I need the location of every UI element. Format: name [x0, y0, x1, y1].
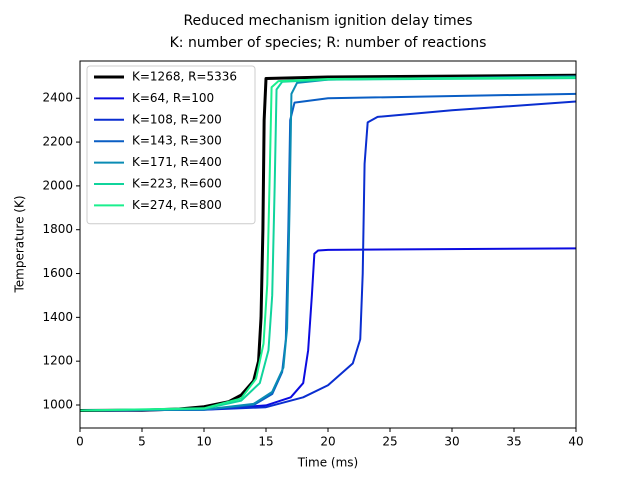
y-tick-label: 2400 — [42, 91, 73, 105]
plot-lines — [80, 73, 576, 412]
y-tick-label: 1400 — [42, 310, 73, 324]
x-tick-label: 25 — [382, 435, 397, 449]
legend-label: K=1268, R=5336 — [132, 70, 237, 84]
y-axis-label: Temperature (K) — [13, 195, 27, 293]
y-tick-label: 1800 — [42, 222, 73, 236]
series-line — [80, 100, 576, 412]
y-tick-label: 1000 — [42, 397, 73, 411]
legend-label: K=64, R=100 — [132, 91, 214, 105]
x-tick-label: 40 — [568, 435, 583, 449]
x-tick-label: 10 — [196, 435, 211, 449]
x-tick-label: 30 — [444, 435, 459, 449]
chart-title: Reduced mechanism ignition delay times — [183, 13, 472, 29]
legend-label: K=171, R=400 — [132, 155, 222, 169]
x-tick-label: 20 — [320, 435, 335, 449]
chart-subtitle: K: number of species; R: number of react… — [170, 35, 487, 51]
legend-label: K=108, R=200 — [132, 112, 222, 126]
legend-label: K=274, R=800 — [132, 198, 222, 212]
y-tick-label: 1200 — [42, 354, 73, 368]
legend-label: K=143, R=300 — [132, 134, 222, 148]
x-axis-label: Time (ms) — [297, 456, 359, 470]
x-tick-label: 35 — [506, 435, 521, 449]
series-line — [80, 76, 576, 412]
series-line — [80, 75, 576, 412]
x-tick-label: 15 — [258, 435, 273, 449]
series-line — [80, 247, 576, 412]
y-tick-label: 2200 — [42, 135, 73, 149]
y-tick-label: 2000 — [42, 178, 73, 192]
x-tick-label: 5 — [138, 435, 146, 449]
legend-box — [86, 65, 256, 225]
legend-label: K=223, R=600 — [132, 177, 222, 191]
x-tick-label: 0 — [76, 435, 84, 449]
y-tick-label: 1600 — [42, 266, 73, 280]
